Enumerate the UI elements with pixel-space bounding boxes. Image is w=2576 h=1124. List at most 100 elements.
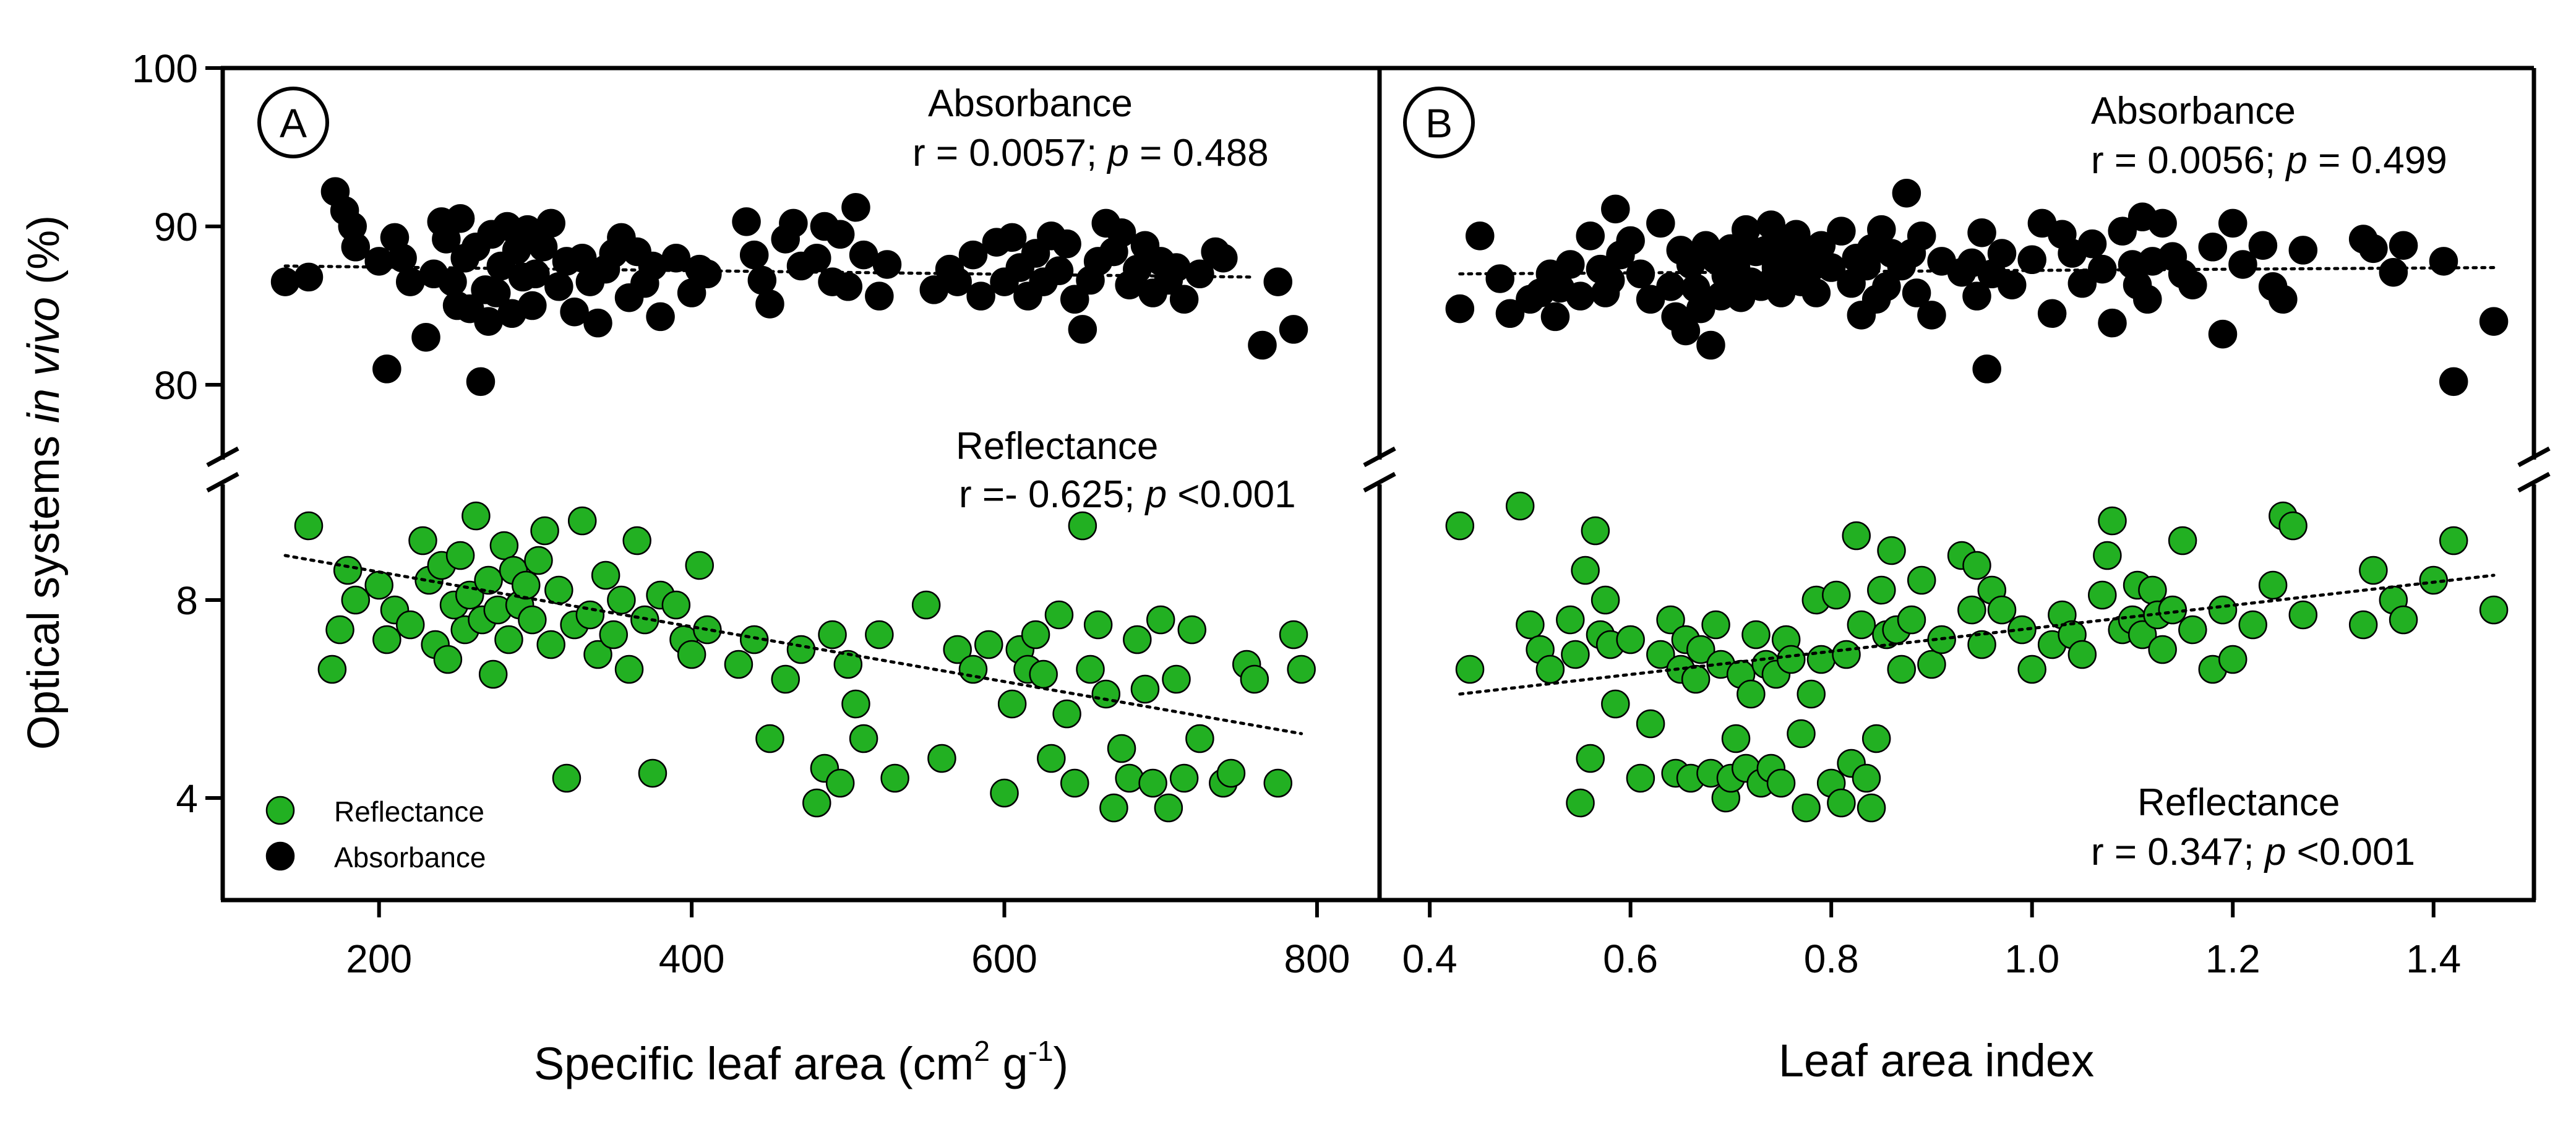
panel-a-reflectance-point [974, 630, 1003, 659]
panel-a-absorbance-point [825, 220, 855, 249]
panel-b-reflectance-point [1561, 640, 1590, 669]
panel-a-reflectance-point [1162, 664, 1191, 694]
panel-a-absorbance-point [997, 223, 1027, 252]
panel-b-absorbance-point [2198, 233, 2228, 262]
panel-a-reflectance-point [395, 610, 425, 640]
panel-a-x-tick-label: 600 [971, 937, 1037, 981]
panel-a-reflectance-point [825, 768, 855, 798]
panel-a-reflectance-point [1240, 664, 1269, 694]
panel-b-reflectance-point [1897, 605, 1926, 635]
panel-b-absorbance-point [1601, 194, 1630, 224]
panel-b-absorbance-point [1616, 226, 1645, 255]
panel-a-absorbance-point [1263, 267, 1292, 296]
panel-b-x-tick-label: 1.4 [2406, 937, 2461, 981]
panel-a-reflectance-point [1037, 744, 1066, 773]
panel-b-absorbance-point [1967, 218, 1996, 247]
panel-b-absorbance-point [1917, 301, 1946, 330]
panel-a-reflectance-point [911, 590, 941, 620]
panel-b-absorbance-point [1566, 281, 1595, 311]
panel-b-absorbance-r: r = 0.0056; [2091, 139, 2286, 182]
x-tick-labels: 200 400 600 800 0.4 0.6 0.8 1.0 1.2 1.4 [346, 937, 2461, 981]
panel-a-reflectance-point [622, 526, 651, 556]
panel-b-reflectance-point [1832, 640, 1861, 669]
panel-b-x-tick-label: 0.6 [1603, 937, 1658, 981]
panel-a-absorbance-point [958, 240, 988, 270]
panel-a-absorbance-point [1185, 259, 1214, 289]
panel-b-reflectance-r: r = 0.347; [2091, 831, 2265, 873]
panel-b-reflectance-point [1581, 516, 1610, 546]
break-right-2 [2517, 471, 2551, 493]
panel-b-reflectance-point [1535, 654, 1565, 684]
panel-b-absorbance-p: p [2285, 139, 2307, 182]
panel-a-absorbance-pval: = 0.488 [1129, 132, 1269, 174]
panel-a-reflectance-point [677, 640, 706, 669]
panel-b-absorbance-point [2218, 208, 2248, 238]
panel-a-reflectance-point [1044, 600, 1074, 630]
panel-b-reflectance-point [1505, 491, 1535, 521]
panel-b-reflectance-point [2168, 526, 2197, 556]
panel-a-reflectance-point [818, 620, 847, 650]
panel-b-reflectance-point [1861, 724, 1891, 753]
panel-b-reflectance-point [2419, 565, 2448, 595]
panel-a-reflectance-point [1185, 724, 1214, 753]
panel-b-reflectance-point [2208, 595, 2238, 625]
panel-b-absorbance-point [2288, 236, 2318, 265]
y-axis-label-prefix: Optical systems [19, 423, 69, 750]
panel-b-reflectance-point [2359, 556, 2388, 585]
panel-b-absorbance-pval: = 0.499 [2308, 139, 2447, 182]
panel-b-reflectance-point [2479, 595, 2509, 625]
panel-b-reflectance-point [2288, 600, 2318, 630]
panel-a-absorbance-point [536, 208, 565, 238]
panel-b-absorbance-point [1576, 221, 1605, 251]
panel-b-reflectance-point [2348, 610, 2378, 640]
panel-a-reflectance-point [880, 763, 909, 793]
panel-a-absorbance-point [341, 233, 371, 262]
x-axis-label-a-end: ) [1054, 1038, 1069, 1089]
panel-a-reflectance-point [1060, 768, 1089, 798]
panel-b-absorbance-point [2379, 257, 2408, 287]
panel-a-reflectance-point [1068, 511, 1097, 541]
panel-b-x-tick-label: 0.8 [1804, 937, 1859, 981]
break-left-2 [206, 471, 239, 493]
panel-a-reflectance-point [1177, 615, 1207, 645]
panel-a-reflectance-point [1169, 763, 1199, 793]
panel-a-reflectance-point [1021, 620, 1050, 650]
panel-b-absorbance-point [2228, 250, 2257, 279]
panel-a-reflectance-p: p [1144, 473, 1167, 516]
y-tick-label-90: 90 [154, 205, 198, 249]
panel-a-reflectance-title: Reflectance [956, 425, 1158, 468]
panel-a-reflectance-point [849, 724, 878, 753]
panel-a-reflectance-point [1052, 699, 1081, 729]
panel-b-reflectance-point [1852, 763, 1881, 793]
panel-a-reflectance-point [552, 763, 582, 793]
panel-a-absorbance-point [966, 281, 995, 311]
panel-b-absorbance-point [1495, 299, 1525, 328]
panel-a-absorbance-point [1279, 315, 1308, 344]
legend-reflectance-marker [265, 796, 295, 825]
panel-a-absorbance-point [560, 297, 589, 327]
panel-a-reflectance-point [489, 531, 519, 560]
panel-a-absorbance-point [521, 259, 550, 289]
panel-a-absorbance-point [872, 250, 902, 279]
panel-a-absorbance-point [802, 243, 831, 273]
panel-a-absorbance-p: p [1106, 132, 1128, 174]
panel-b-reflectance-point [2238, 610, 2267, 640]
panel-a-absorbance-point [1209, 243, 1238, 273]
panel-b-reflectance-point [1787, 719, 1816, 749]
x-axis-label-a-main: Specific leaf area (cm [534, 1038, 974, 1089]
panel-b-absorbance-point [1656, 272, 1685, 301]
panel-b-absorbance-point [1466, 221, 1495, 251]
panel-b-marks [1445, 178, 2509, 823]
panel-a-reflectance-point [575, 600, 605, 630]
panel-b-reflectance-point [1721, 724, 1751, 753]
panel-a-reflectance-point [536, 630, 565, 659]
panel-b-absorbance-point [1962, 281, 1991, 311]
panel-b-absorbance-point [2108, 217, 2137, 246]
panel-b-absorbance-point [1987, 239, 2017, 268]
panel-b-reflectance-p: p [2264, 831, 2286, 873]
panel-a-reflectance-point [1029, 659, 1058, 689]
panel-a-reflectance-point [1076, 654, 1105, 684]
panel-b-absorbance-point [2208, 319, 2238, 349]
break-right-1 [2517, 446, 2551, 468]
panel-b-absorbance-trend-line [1458, 266, 2496, 276]
